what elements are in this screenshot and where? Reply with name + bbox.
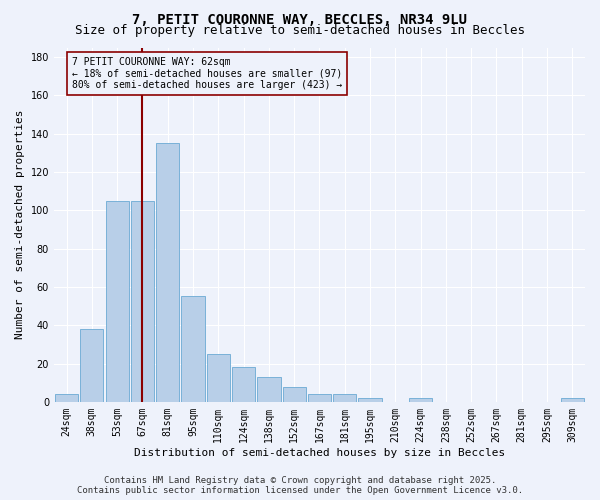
- Bar: [358, 398, 382, 402]
- Bar: [333, 394, 356, 402]
- Bar: [206, 354, 230, 402]
- Bar: [55, 394, 78, 402]
- Bar: [181, 296, 205, 402]
- Bar: [106, 200, 129, 402]
- Bar: [308, 394, 331, 402]
- Text: Size of property relative to semi-detached houses in Beccles: Size of property relative to semi-detach…: [75, 24, 525, 37]
- Bar: [80, 329, 103, 402]
- Text: 7 PETIT COURONNE WAY: 62sqm
← 18% of semi-detached houses are smaller (97)
80% o: 7 PETIT COURONNE WAY: 62sqm ← 18% of sem…: [71, 57, 342, 90]
- Bar: [131, 200, 154, 402]
- Bar: [257, 377, 281, 402]
- Bar: [232, 368, 255, 402]
- Bar: [156, 144, 179, 402]
- Bar: [561, 398, 584, 402]
- Y-axis label: Number of semi-detached properties: Number of semi-detached properties: [15, 110, 25, 340]
- Bar: [283, 386, 306, 402]
- Bar: [409, 398, 432, 402]
- Text: 7, PETIT COURONNE WAY, BECCLES, NR34 9LU: 7, PETIT COURONNE WAY, BECCLES, NR34 9LU: [133, 12, 467, 26]
- Text: Contains HM Land Registry data © Crown copyright and database right 2025.
Contai: Contains HM Land Registry data © Crown c…: [77, 476, 523, 495]
- X-axis label: Distribution of semi-detached houses by size in Beccles: Distribution of semi-detached houses by …: [134, 448, 505, 458]
